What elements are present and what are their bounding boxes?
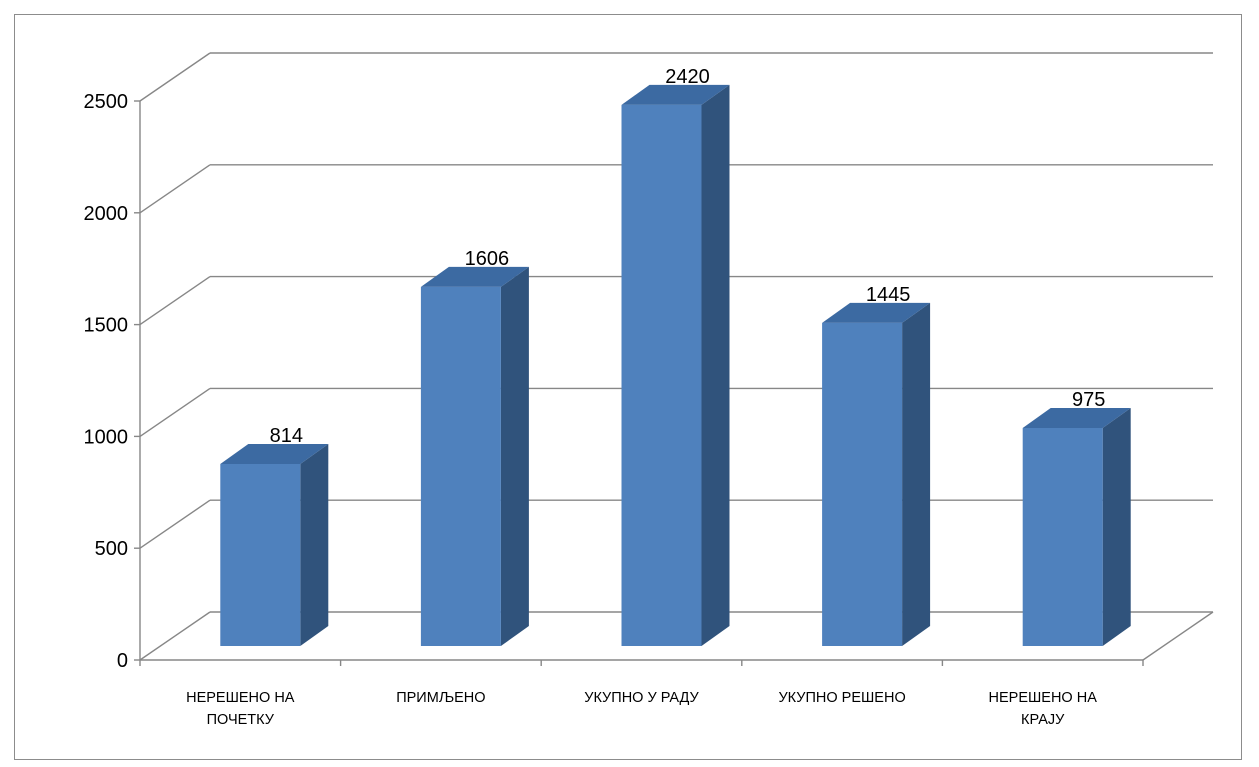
y-tick-label: 2000: [84, 203, 129, 225]
gridline-diagonal-0: [139, 611, 211, 661]
bar-top: [420, 266, 529, 287]
bar-top: [621, 84, 730, 105]
bar-1: [420, 266, 529, 646]
y-tick-label: 1000: [84, 426, 129, 448]
bar-top: [822, 302, 931, 323]
bar-side: [701, 84, 730, 646]
bars: [220, 84, 1131, 646]
bar-0: [220, 443, 329, 646]
category-label: УКУПНО У РАДУ: [584, 690, 699, 706]
category-label-line: ПРИМЉЕНО: [396, 690, 485, 706]
y-tick-label: 2500: [84, 91, 129, 113]
category-label: НЕРЕШЕНО НА ПОЧЕТКУ: [186, 690, 295, 728]
gridline-diagonal-500: [139, 499, 211, 549]
gridline-diagonal-2500: [139, 52, 211, 102]
y-tick-label: 500: [95, 538, 128, 560]
bar-side: [902, 302, 931, 646]
y-tick-label: 0: [117, 650, 128, 672]
category-label: НЕРЕШЕНО НА КРАЈУ: [989, 690, 1098, 728]
data-label: 1445: [866, 284, 911, 306]
axes: [134, 100, 1214, 666]
bar-4: [1022, 407, 1131, 646]
category-label-line: УКУПНО РЕШЕНО: [778, 690, 905, 706]
category-label-line: ПОЧЕТКУ: [207, 712, 275, 728]
bar-side: [1102, 407, 1131, 646]
category-label-line: КРАЈУ: [1021, 712, 1065, 728]
category-label-line: НЕРЕШЕНО НА: [989, 690, 1098, 706]
bar-top: [220, 443, 329, 464]
bar-front: [621, 104, 702, 646]
data-label: 1606: [465, 248, 510, 270]
category-label-line: УКУПНО У РАДУ: [584, 690, 699, 706]
bar-front: [420, 286, 501, 646]
data-label: 814: [270, 425, 303, 447]
bar-front: [1022, 427, 1103, 646]
category-label: УКУПНО РЕШЕНО: [778, 690, 905, 706]
bar-side: [300, 443, 329, 646]
bar-side: [500, 266, 529, 646]
data-label: 2420: [665, 66, 710, 88]
gridline-diagonal-1000: [139, 387, 211, 437]
data-label: 975: [1072, 389, 1105, 411]
gridline-diagonal-2000: [139, 164, 211, 214]
bar-3: [822, 302, 931, 646]
bar-front: [220, 463, 301, 646]
floor-edge: [1142, 611, 1214, 661]
gridline-diagonal-1500: [139, 276, 211, 326]
category-label: ПРИМЉЕНО: [396, 690, 485, 706]
category-label-line: НЕРЕШЕНО НА: [186, 690, 295, 706]
labels: 0 500 1000 1500 2000 2500 814 НЕРЕШЕНО НА ПОЧЕТК…: [84, 66, 1106, 728]
bar-2: [621, 84, 730, 646]
bar-top: [1022, 407, 1131, 428]
bar-front: [822, 322, 903, 646]
y-tick-label: 1500: [84, 315, 129, 337]
